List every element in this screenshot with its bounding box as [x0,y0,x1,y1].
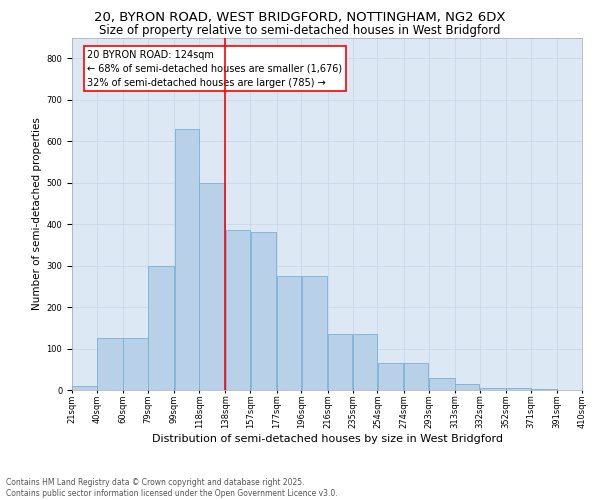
Text: 20, BYRON ROAD, WEST BRIDGFORD, NOTTINGHAM, NG2 6DX: 20, BYRON ROAD, WEST BRIDGFORD, NOTTINGH… [94,11,506,24]
Bar [251,232,276,390]
Bar [302,276,328,390]
Text: Contains HM Land Registry data © Crown copyright and database right 2025.
Contai: Contains HM Land Registry data © Crown c… [6,478,338,498]
Bar [124,338,148,390]
Bar [175,128,199,390]
Bar [378,363,403,390]
Bar [148,266,174,390]
Y-axis label: Number of semi-detached properties: Number of semi-detached properties [32,118,42,310]
Bar [429,378,455,390]
Bar [72,386,97,390]
Text: Size of property relative to semi-detached houses in West Bridgford: Size of property relative to semi-detach… [99,24,501,37]
Bar [531,389,557,390]
Bar [455,384,479,390]
Bar [506,388,530,390]
Bar [328,334,352,390]
Bar [277,276,301,390]
Bar [199,182,225,390]
Bar [97,338,123,390]
Bar [226,230,250,390]
Bar [480,388,506,390]
Bar [404,363,428,390]
X-axis label: Distribution of semi-detached houses by size in West Bridgford: Distribution of semi-detached houses by … [151,434,503,444]
Bar [353,334,377,390]
Text: 20 BYRON ROAD: 124sqm
← 68% of semi-detached houses are smaller (1,676)
32% of s: 20 BYRON ROAD: 124sqm ← 68% of semi-deta… [88,50,343,88]
